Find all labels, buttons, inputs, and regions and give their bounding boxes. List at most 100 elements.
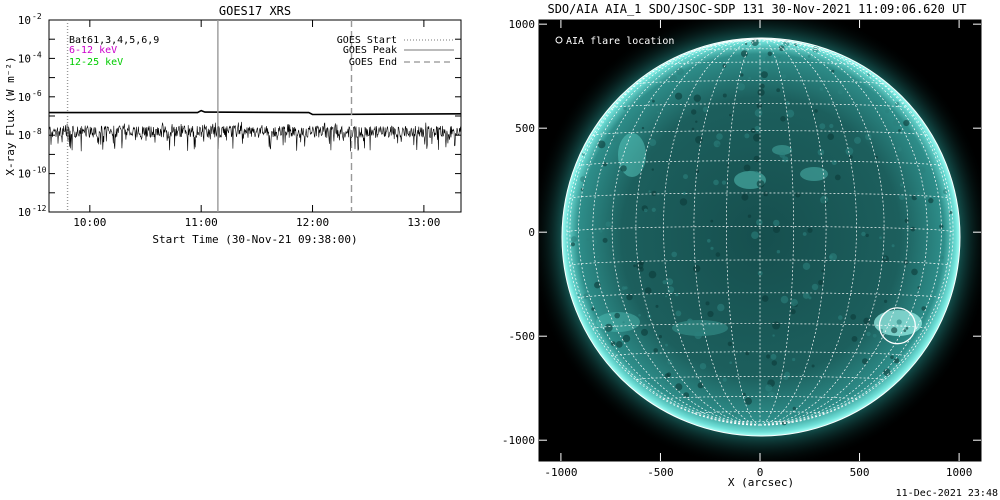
goes-event-markers: [66, 20, 353, 212]
sun-texture-speck: [717, 303, 725, 312]
grid-longitude-line: [759, 38, 909, 426]
sun-texture-speck: [626, 293, 633, 301]
goes-ytick-label: 10: [18, 52, 31, 65]
sun-texture-speck: [702, 106, 709, 113]
sun-texture-speck: [863, 317, 870, 325]
sun-texture-speck: [883, 368, 891, 376]
sun-texture-speck: [751, 231, 759, 239]
sun-texture-speck: [820, 195, 829, 204]
sun-texture-speck: [811, 283, 819, 291]
sun-texture-speck: [590, 238, 598, 246]
sun-texture-speck: [602, 237, 608, 243]
heliographic-grid: [566, 38, 954, 426]
sun-texture-speck: [831, 159, 837, 165]
sun-texture-speck: [827, 133, 834, 140]
sun-texture-speck: [829, 255, 833, 259]
sun-texture-speck: [837, 89, 844, 95]
sun-texture-speck: [740, 73, 744, 77]
goes-ytick-exponent: -8: [32, 127, 42, 136]
sun-texture-speck: [865, 233, 869, 238]
sun-texture-speck: [753, 133, 761, 142]
sun-texture-speck: [722, 64, 727, 68]
sun-texture-speck: [713, 140, 721, 148]
sun-texture-speck: [845, 147, 854, 156]
sun-texture-speck: [748, 76, 751, 80]
sun-texture-speck: [741, 193, 749, 201]
sun-texture-speck: [939, 224, 944, 229]
sun-texture-speck: [923, 246, 926, 249]
goes-legend-right: GOES Start GOES Peak GOES End: [337, 35, 454, 68]
grid-latitude-line: [693, 411, 827, 414]
goes-xtick-label: 11:00: [185, 216, 218, 229]
sun-texture-speck: [707, 310, 714, 318]
sun-texture-speck: [744, 397, 752, 405]
aia-title: SDO/AIA AIA_1 SDO/JSOC-SDP 131 30-Nov-20…: [547, 2, 966, 16]
sun-texture-speck: [665, 343, 668, 347]
legend-goes-peak: GOES Peak: [343, 45, 397, 56]
sun-texture-speck: [687, 318, 693, 325]
sun-texture-speck: [738, 65, 746, 73]
goes-xtick-label: 13:00: [407, 216, 440, 229]
sun-texture-speck: [699, 363, 707, 370]
sun-texture-speck: [900, 183, 904, 187]
sun-texture-speck: [891, 327, 898, 334]
sun-texture-speck: [808, 296, 812, 300]
sun-texture-speck: [707, 239, 711, 243]
sun-texture-speck: [776, 250, 781, 254]
sun-texture-speck: [866, 331, 871, 337]
goes-ytick-exponent: -2: [32, 12, 42, 21]
sun-texture-speck: [679, 198, 688, 206]
sun-texture-speck: [918, 166, 926, 174]
sun-texture-speck: [760, 71, 768, 79]
sun-texture-speck: [651, 207, 656, 212]
aia-xtick-label: 1000: [946, 466, 973, 479]
sun-texture-speck: [767, 51, 773, 57]
sun-texture-speck: [737, 83, 745, 91]
goes-ytick-label: 10: [18, 129, 31, 142]
grid-longitude-line: [569, 38, 761, 426]
sun-texture-speck: [656, 110, 660, 114]
sun-texture-speck: [783, 375, 789, 381]
sun-texture-speck: [819, 123, 826, 130]
sun-texture-speck: [795, 192, 801, 198]
sun-texture-speck: [722, 93, 727, 98]
sun-texture-speck: [811, 364, 815, 368]
sun-texture-speck: [949, 210, 953, 215]
sun-texture-speck: [767, 391, 776, 400]
sun-texture-speck: [802, 262, 811, 270]
sun-texture-speck: [710, 246, 714, 250]
sun-texture-speck: [583, 293, 589, 299]
aia-legend-marker: [555, 36, 563, 44]
sun-texture-speck: [834, 174, 841, 181]
sun-texture-speck: [602, 162, 608, 167]
sun-texture-speck: [682, 191, 687, 195]
sun-texture-speck: [700, 329, 707, 336]
goes-axis-ticks: 10:00 11:00 12:00 13:0010-1210-1010-810-610…: [18, 12, 461, 229]
sun-texture-speck: [899, 194, 905, 200]
sun-texture-speck: [651, 168, 654, 171]
sun-texture-speck: [622, 334, 631, 343]
sun-texture-speck: [665, 295, 668, 298]
goes-long-channel-line: [49, 109, 461, 116]
sun-texture-speck: [893, 357, 900, 364]
sun-texture-speck: [727, 341, 733, 347]
sun-texture-speck: [636, 262, 644, 270]
sun-texture-speck: [667, 359, 673, 365]
sun-texture-speck: [620, 165, 627, 172]
sun-texture-speck: [890, 355, 894, 360]
sun-texture-speck: [741, 50, 748, 58]
aia-ytick-label: 500: [515, 122, 535, 135]
sun-texture-speck: [693, 94, 701, 102]
sun-texture-speck: [754, 109, 763, 117]
goes-ytick-label: 10: [18, 168, 31, 181]
sun-texture-speck: [662, 280, 667, 285]
sun-texture-speck: [780, 295, 789, 304]
sun-texture-speck: [675, 92, 683, 100]
sun-texture-speck: [638, 314, 641, 317]
sun-texture-speck: [605, 221, 611, 227]
sun-texture-speck: [838, 315, 843, 320]
legend-6-12-kev: 6-12 keV: [69, 45, 117, 56]
sun-texture-speck: [759, 83, 765, 89]
sun-texture-speck: [676, 67, 684, 76]
sun-texture-speck: [765, 55, 772, 63]
